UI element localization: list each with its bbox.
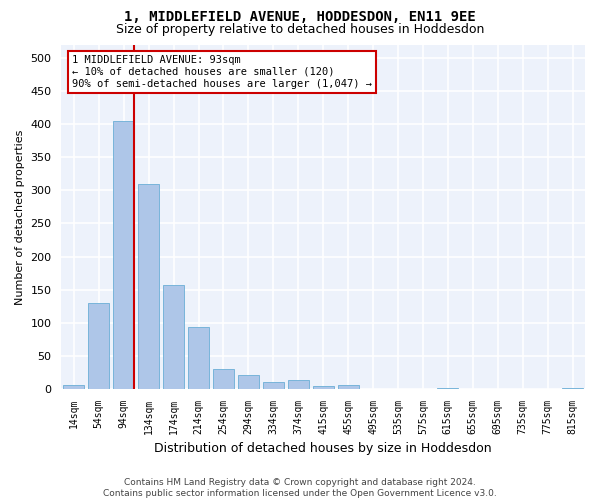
Bar bbox=[213, 369, 234, 388]
Bar bbox=[63, 386, 85, 388]
Bar bbox=[338, 386, 359, 388]
Bar bbox=[188, 327, 209, 388]
Text: 1 MIDDLEFIELD AVENUE: 93sqm
← 10% of detached houses are smaller (120)
90% of se: 1 MIDDLEFIELD AVENUE: 93sqm ← 10% of det… bbox=[72, 56, 372, 88]
Bar bbox=[313, 386, 334, 388]
Text: 1, MIDDLEFIELD AVENUE, HODDESDON, EN11 9EE: 1, MIDDLEFIELD AVENUE, HODDESDON, EN11 9… bbox=[124, 10, 476, 24]
Bar bbox=[163, 285, 184, 389]
Text: Contains HM Land Registry data © Crown copyright and database right 2024.
Contai: Contains HM Land Registry data © Crown c… bbox=[103, 478, 497, 498]
Bar bbox=[238, 375, 259, 388]
Y-axis label: Number of detached properties: Number of detached properties bbox=[15, 129, 25, 304]
X-axis label: Distribution of detached houses by size in Hoddesdon: Distribution of detached houses by size … bbox=[154, 442, 492, 455]
Bar bbox=[287, 380, 309, 388]
Bar bbox=[138, 184, 159, 388]
Bar bbox=[113, 121, 134, 388]
Bar bbox=[88, 303, 109, 388]
Bar bbox=[263, 382, 284, 388]
Text: Size of property relative to detached houses in Hoddesdon: Size of property relative to detached ho… bbox=[116, 22, 484, 36]
